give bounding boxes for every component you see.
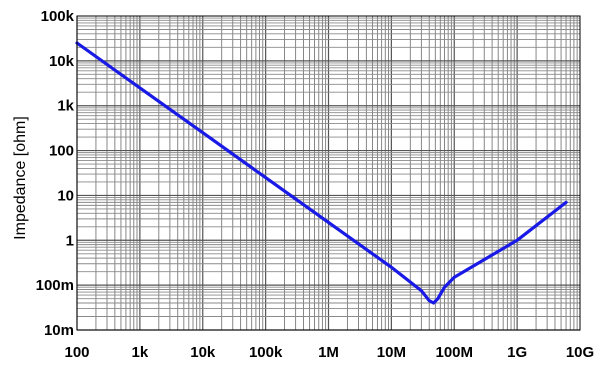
y-tick-label: 10 — [57, 187, 74, 204]
x-tick-label: 1M — [318, 344, 339, 361]
y-tick-label: 100m — [36, 277, 74, 294]
x-tick-label: 10k — [190, 344, 216, 361]
y-tick-label: 1 — [66, 232, 74, 249]
x-tick-label: 1k — [132, 344, 149, 361]
y-tick-label: 100k — [41, 8, 75, 25]
x-tick-label: 1G — [507, 344, 527, 361]
y-tick-label: 100 — [49, 143, 74, 160]
y-tick-label: 1k — [57, 98, 74, 115]
y-tick-label: 10m — [44, 322, 74, 339]
grid — [77, 16, 580, 330]
x-tick-label: 100k — [249, 344, 283, 361]
x-tick-label: 10G — [566, 344, 594, 361]
y-axis-label: Impedance [ohm] — [12, 116, 29, 240]
y-tick-label: 10k — [49, 53, 75, 70]
x-tick-label: 100 — [64, 344, 89, 361]
x-tick-label: 10M — [377, 344, 406, 361]
x-tick-label: 100M — [435, 344, 473, 361]
